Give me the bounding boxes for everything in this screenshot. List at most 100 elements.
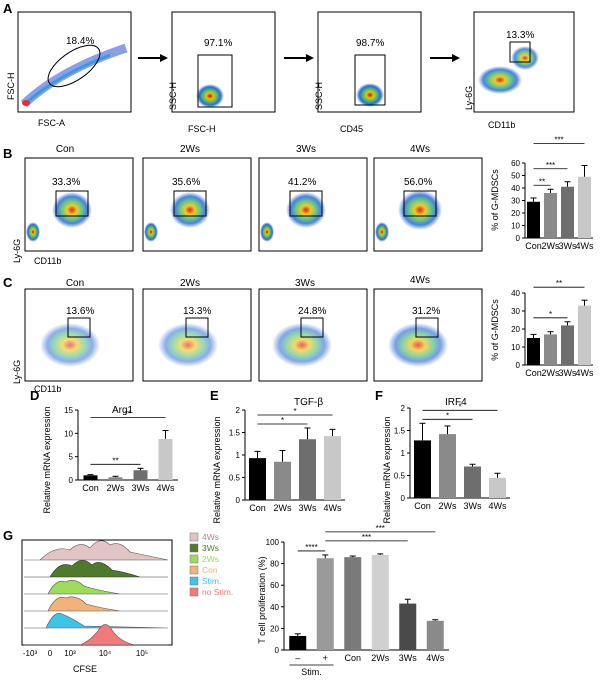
bar — [324, 436, 341, 500]
row-b-flow-plots: Con 33.3% 2Ws 35.6% 3Ws 41.2% 4Ws — [12, 144, 483, 266]
category-label: 3Ws — [399, 653, 418, 663]
plot-title: 3Ws — [296, 144, 316, 155]
flow-plot-4ws: 4Ws 56.0% — [373, 144, 483, 252]
y-tick-label: 1 — [236, 451, 241, 460]
y-tick-label: 100 — [266, 538, 280, 547]
panel-label-e: E — [210, 388, 219, 403]
x-tick: 10⁵ — [136, 649, 148, 658]
sig-label: * — [281, 416, 284, 425]
y-tick-label: 10 — [511, 343, 520, 352]
hist-trace-no-stim — [24, 624, 168, 646]
category-label: Con — [525, 368, 542, 378]
sig-label: ** — [556, 279, 562, 288]
bar — [544, 193, 557, 238]
flow-plot-4ws: 4Ws 31.2% — [373, 275, 483, 382]
bar — [299, 439, 316, 500]
legend-label: Con — [202, 565, 218, 575]
bar — [133, 470, 148, 480]
y-tick-label: 0 — [236, 496, 241, 505]
y-tick-label: 30 — [511, 197, 520, 206]
category-label: 2Ws — [371, 653, 390, 663]
panel-label-b: B — [3, 146, 12, 161]
y-axis-label: T cell proliferation (%) — [257, 556, 267, 643]
flow-plot-con: Con 33.3% — [24, 144, 134, 252]
category-label: 4Ws — [576, 241, 595, 251]
category-label: 2Ws — [542, 368, 561, 378]
hist-trace-3ws — [24, 559, 168, 578]
plot-title: 2Ws — [180, 144, 200, 155]
cfse-histogram: -10³ 0 10³ 10⁴ 10⁵ CFSE — [21, 539, 173, 674]
bar — [544, 334, 557, 365]
bar — [83, 475, 98, 480]
sig-label: *** — [554, 136, 563, 145]
category-label: 4Ws — [324, 503, 343, 513]
category-label: 3Ws — [464, 501, 483, 511]
bar — [561, 325, 574, 365]
bar — [527, 338, 540, 365]
y-tick-label: 0 — [401, 494, 406, 503]
bar — [414, 440, 431, 498]
sig-label: *** — [376, 524, 385, 533]
bar — [578, 305, 591, 365]
y-axis-label: Relative mRNA expression — [42, 406, 52, 513]
x-axis-label: CD45 — [340, 124, 363, 134]
y-tick-label: 30 — [511, 307, 520, 316]
legend-label: Stim. — [202, 576, 221, 586]
sig-label: * — [458, 402, 461, 411]
legend-label: 3Ws — [202, 543, 219, 553]
y-tick-label: 0 — [69, 476, 74, 485]
panel-label-f: F — [375, 388, 383, 403]
panel-label-a: A — [3, 1, 13, 16]
category-label: 4Ws — [157, 483, 176, 493]
y-tick-label: 60 — [270, 581, 279, 590]
bar — [371, 554, 389, 650]
y-tick-label: 40 — [511, 289, 520, 298]
y-tick-label: 0.5 — [394, 472, 406, 481]
gate-pct: 56.0% — [404, 177, 432, 188]
flow-plot-2ws: 2Ws 13.3% — [142, 278, 252, 382]
y-axis-label: Relative mRNA expression — [212, 416, 222, 523]
row-a-plot-2: 97.1% FSC-H SSC-H — [168, 11, 276, 134]
category-label: – — [295, 653, 300, 663]
legend-swatch — [189, 543, 199, 553]
plot-title: 3Ws — [295, 278, 315, 289]
row-a-plot-1: 18.4% FSC-A FSC-H — [6, 11, 132, 128]
bar — [464, 466, 481, 498]
y-tick-label: 60 — [511, 159, 520, 168]
legend-swatch — [189, 532, 199, 542]
category-label: 3Ws — [132, 483, 151, 493]
group-label: Stim. — [301, 667, 322, 677]
y-axis-label: Ly-6G — [464, 86, 474, 110]
plot-title: 2Ws — [180, 278, 200, 289]
category-label: 2Ws — [542, 241, 561, 251]
y-axis-label: SSC-H — [314, 82, 324, 110]
plot-title: 4Ws — [410, 144, 430, 155]
bar — [439, 434, 456, 498]
y-tick-label: 10 — [64, 429, 73, 438]
gate-pct: 24.8% — [298, 306, 326, 317]
panel-label-g: G — [3, 528, 13, 543]
gate-pct: 13.3% — [183, 306, 211, 317]
plot-title: Con — [56, 144, 74, 155]
y-axis-label: % of G-MDSCs — [490, 299, 500, 361]
y-axis-label: Relative mRNA expression — [382, 416, 392, 523]
y-tick-label: 0 — [275, 646, 280, 655]
category-label: + — [323, 653, 328, 663]
sig-label: * — [293, 407, 296, 416]
sig-label: ** — [112, 456, 118, 465]
hist-trace-4ws — [24, 540, 169, 561]
legend-swatch — [189, 565, 199, 575]
y-tick-label: 15 — [64, 406, 73, 415]
chart-title: Arg1 — [112, 405, 134, 416]
category-label: Con — [344, 653, 361, 663]
sig-label: * — [446, 411, 449, 420]
panel-label-c: C — [3, 275, 13, 290]
legend-label: 4Ws — [202, 532, 219, 542]
bar — [489, 477, 506, 498]
x-axis-label: CD11b — [34, 256, 61, 266]
